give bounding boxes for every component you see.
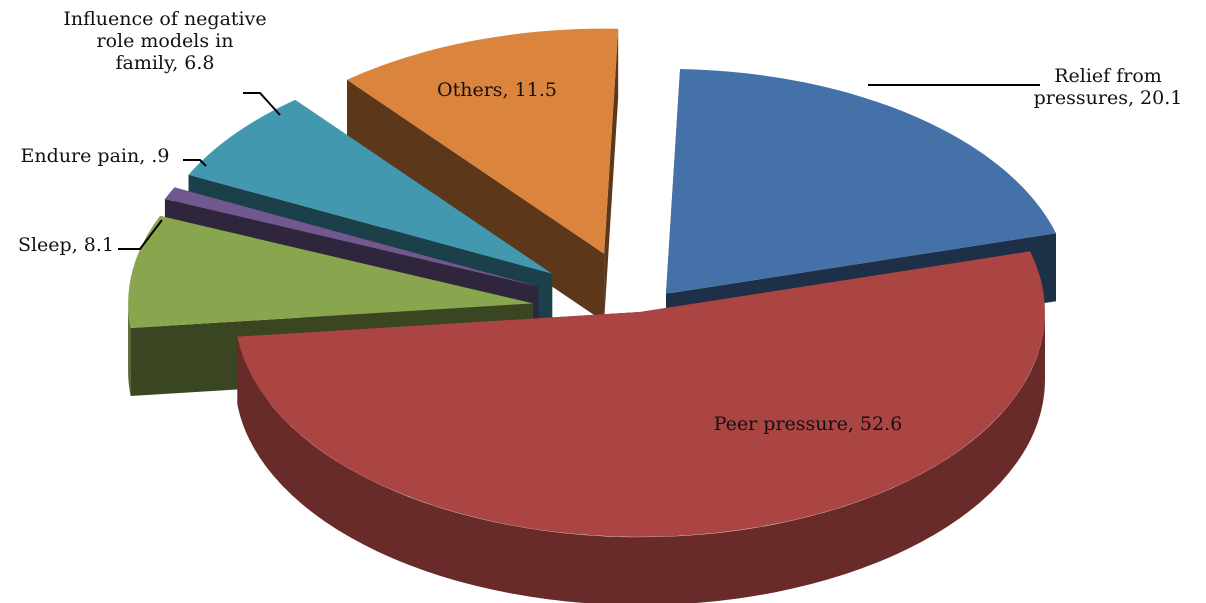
others-data-label: Others, 11.5 <box>437 79 557 101</box>
influence-of-negative-role-models-in-family-label-line: role models in <box>97 30 234 52</box>
others-label-line: Others, 11.5 <box>437 79 557 101</box>
relief-from-pressures-label-line: Relief from <box>1054 65 1162 87</box>
peer-pressure-data-label: Peer pressure, 52.6 <box>714 413 902 435</box>
endure-pain-slice <box>164 187 539 287</box>
endure-pain-label-line: Endure pain, .9 <box>21 145 170 167</box>
endure-pain-leader-line <box>183 159 207 167</box>
influence-of-negative-role-models-in-family-label-line: family, 6.8 <box>115 52 214 74</box>
data-labels: Relief from pressures, 20.1 Peer pressure,… <box>18 8 1182 435</box>
endure-pain-data-label: Endure pain, .9 <box>21 145 170 167</box>
sleep-label-line: Sleep, 8.1 <box>18 234 114 256</box>
peer-pressure-label-line: Peer pressure, 52.6 <box>714 413 902 435</box>
sleep-outer-wall <box>128 303 131 396</box>
peer-pressure-slice <box>237 251 1045 537</box>
influence-of-negative-role-models-in-family-label-line: Influence of negative <box>63 8 266 30</box>
relief-from-pressures-label-line: pressures, 20.1 <box>1034 87 1183 109</box>
peer-pressure-outer-wall <box>237 312 1045 603</box>
sleep-leader-line <box>118 219 163 250</box>
others-side-wall <box>604 28 619 322</box>
relief-from-pressures-slice <box>666 69 1056 294</box>
leader-lines <box>118 84 1040 250</box>
others-slice <box>347 28 619 254</box>
influence-of-negative-role-models-in-family-data-label: Influence of negative role models in famil… <box>63 8 266 74</box>
influence-of-negative-role-models-in-family-slice <box>188 99 553 274</box>
relief-from-pressures-data-label: Relief from pressures, 20.1 <box>1034 65 1183 109</box>
others-side-wall <box>347 79 605 322</box>
influence-of-negative-role-models-in-family-leader-line <box>243 92 281 116</box>
pie-slices <box>128 28 1056 603</box>
sleep-slice <box>128 215 534 328</box>
sleep-data-label: Sleep, 8.1 <box>18 234 114 256</box>
